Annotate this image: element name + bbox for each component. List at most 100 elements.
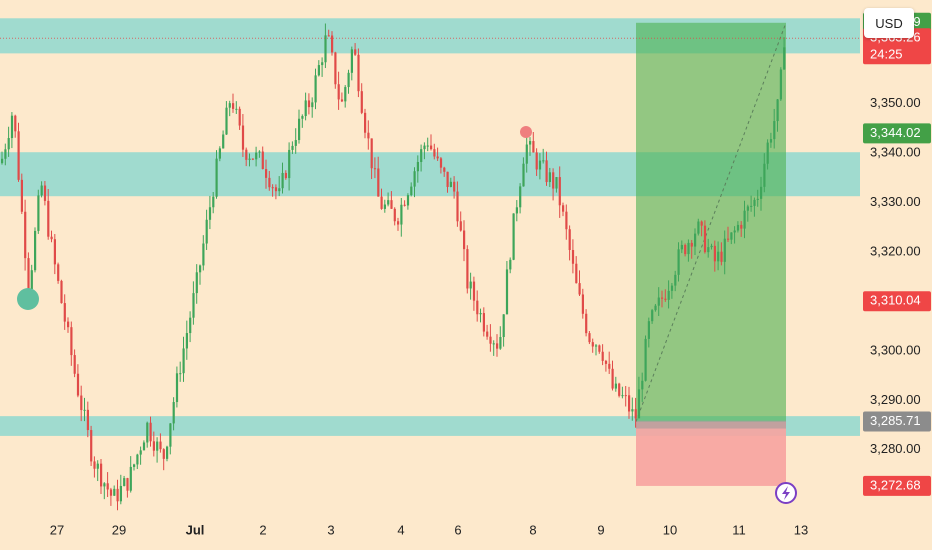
low-marker: [17, 288, 39, 311]
candle-down: [611, 368, 614, 389]
price-label-text: 3,310.04: [870, 293, 921, 308]
candle-up: [410, 186, 413, 196]
candle-down: [486, 331, 489, 337]
candle-down: [245, 149, 248, 160]
candle-down: [624, 395, 627, 397]
candle-up: [235, 108, 238, 110]
x-tick-label: 27: [50, 522, 64, 537]
candle-down: [126, 478, 129, 491]
candle-up: [218, 148, 221, 159]
candle-down: [116, 488, 119, 502]
candle-up: [750, 205, 753, 207]
candle-down: [575, 263, 578, 284]
candle-up: [4, 149, 7, 159]
y-tick-label: 3,350.00: [870, 95, 921, 110]
candle-up: [637, 389, 641, 419]
x-tick-label: 6: [454, 522, 461, 537]
candle-down: [453, 181, 456, 192]
candle-down: [565, 211, 568, 230]
candle-up: [172, 402, 175, 424]
candle-up: [179, 373, 182, 375]
candle-down: [690, 242, 693, 247]
candle-down: [265, 169, 268, 178]
candle-down: [27, 258, 30, 290]
candle-down: [496, 343, 499, 349]
y-tick-label: 3,320.00: [870, 243, 921, 258]
candle-up: [733, 230, 736, 233]
candle-up: [756, 198, 759, 200]
candle-up: [156, 441, 159, 451]
candle-up: [185, 333, 188, 349]
candle-down: [63, 303, 66, 322]
candle-up: [166, 446, 169, 459]
candle-down: [76, 373, 80, 396]
candle-down: [634, 409, 637, 419]
candle-down: [380, 196, 383, 209]
candle-down: [57, 264, 60, 281]
candle-up: [499, 337, 502, 349]
candle-up: [350, 49, 353, 73]
price-label-badge: 3,310.04: [863, 291, 931, 312]
x-tick-label: 2: [259, 522, 266, 537]
candle-down: [439, 158, 443, 168]
candle-up: [773, 121, 776, 140]
candle-up: [479, 313, 482, 315]
candle-down: [591, 342, 594, 347]
candle-down: [377, 168, 380, 197]
candle-down: [568, 229, 571, 250]
candle-up: [40, 185, 43, 196]
candle-down: [430, 145, 433, 150]
candle-up: [258, 151, 261, 153]
candle-down: [463, 230, 466, 250]
candle-down: [367, 132, 370, 139]
price-label-bg: [863, 123, 931, 144]
candle-down: [93, 461, 96, 469]
candle-up: [301, 116, 304, 119]
candle-down: [571, 249, 575, 264]
candle-up: [146, 422, 149, 443]
candle-up: [555, 177, 558, 189]
candle-down: [241, 125, 245, 150]
candle-up: [278, 188, 281, 192]
candle-down: [100, 463, 103, 487]
candle-up: [212, 196, 215, 208]
candle-up: [347, 72, 350, 88]
candle-down: [149, 422, 152, 442]
x-tick-label: 4: [397, 522, 404, 537]
currency-button[interactable]: USD: [864, 8, 914, 38]
candle-down: [86, 409, 89, 431]
x-tick-label: 3: [327, 522, 334, 537]
high-marker: [520, 125, 532, 138]
candle-down: [397, 221, 400, 225]
candle-down: [370, 138, 373, 169]
candle-up: [670, 285, 674, 291]
loss-zone: [636, 421, 786, 486]
candle-up: [344, 87, 347, 102]
candle-down: [482, 313, 485, 332]
candle-up: [753, 199, 756, 206]
candle-up: [208, 207, 212, 220]
candle-up: [387, 200, 390, 205]
candle-up: [717, 251, 720, 262]
candle-down: [443, 167, 446, 172]
candle-down: [703, 225, 707, 253]
candle-down: [393, 208, 396, 222]
price-label-text: 3,272.68: [870, 477, 921, 492]
candle-up: [123, 478, 126, 486]
candle-down: [446, 171, 449, 187]
candle-down: [364, 112, 367, 133]
candle-up: [469, 281, 472, 289]
candle-up: [34, 230, 37, 271]
lightning-bolt: [782, 486, 790, 500]
y-tick-label: 3,280.00: [870, 441, 921, 456]
candle-up: [674, 274, 677, 286]
candle-up: [746, 206, 749, 211]
x-tick-label: 29: [112, 522, 126, 537]
candle-down: [618, 383, 621, 396]
candle-down: [720, 251, 723, 262]
candle-up: [763, 163, 766, 187]
candle-up: [133, 464, 136, 467]
candle-up: [317, 65, 320, 76]
candle-up: [228, 103, 231, 108]
